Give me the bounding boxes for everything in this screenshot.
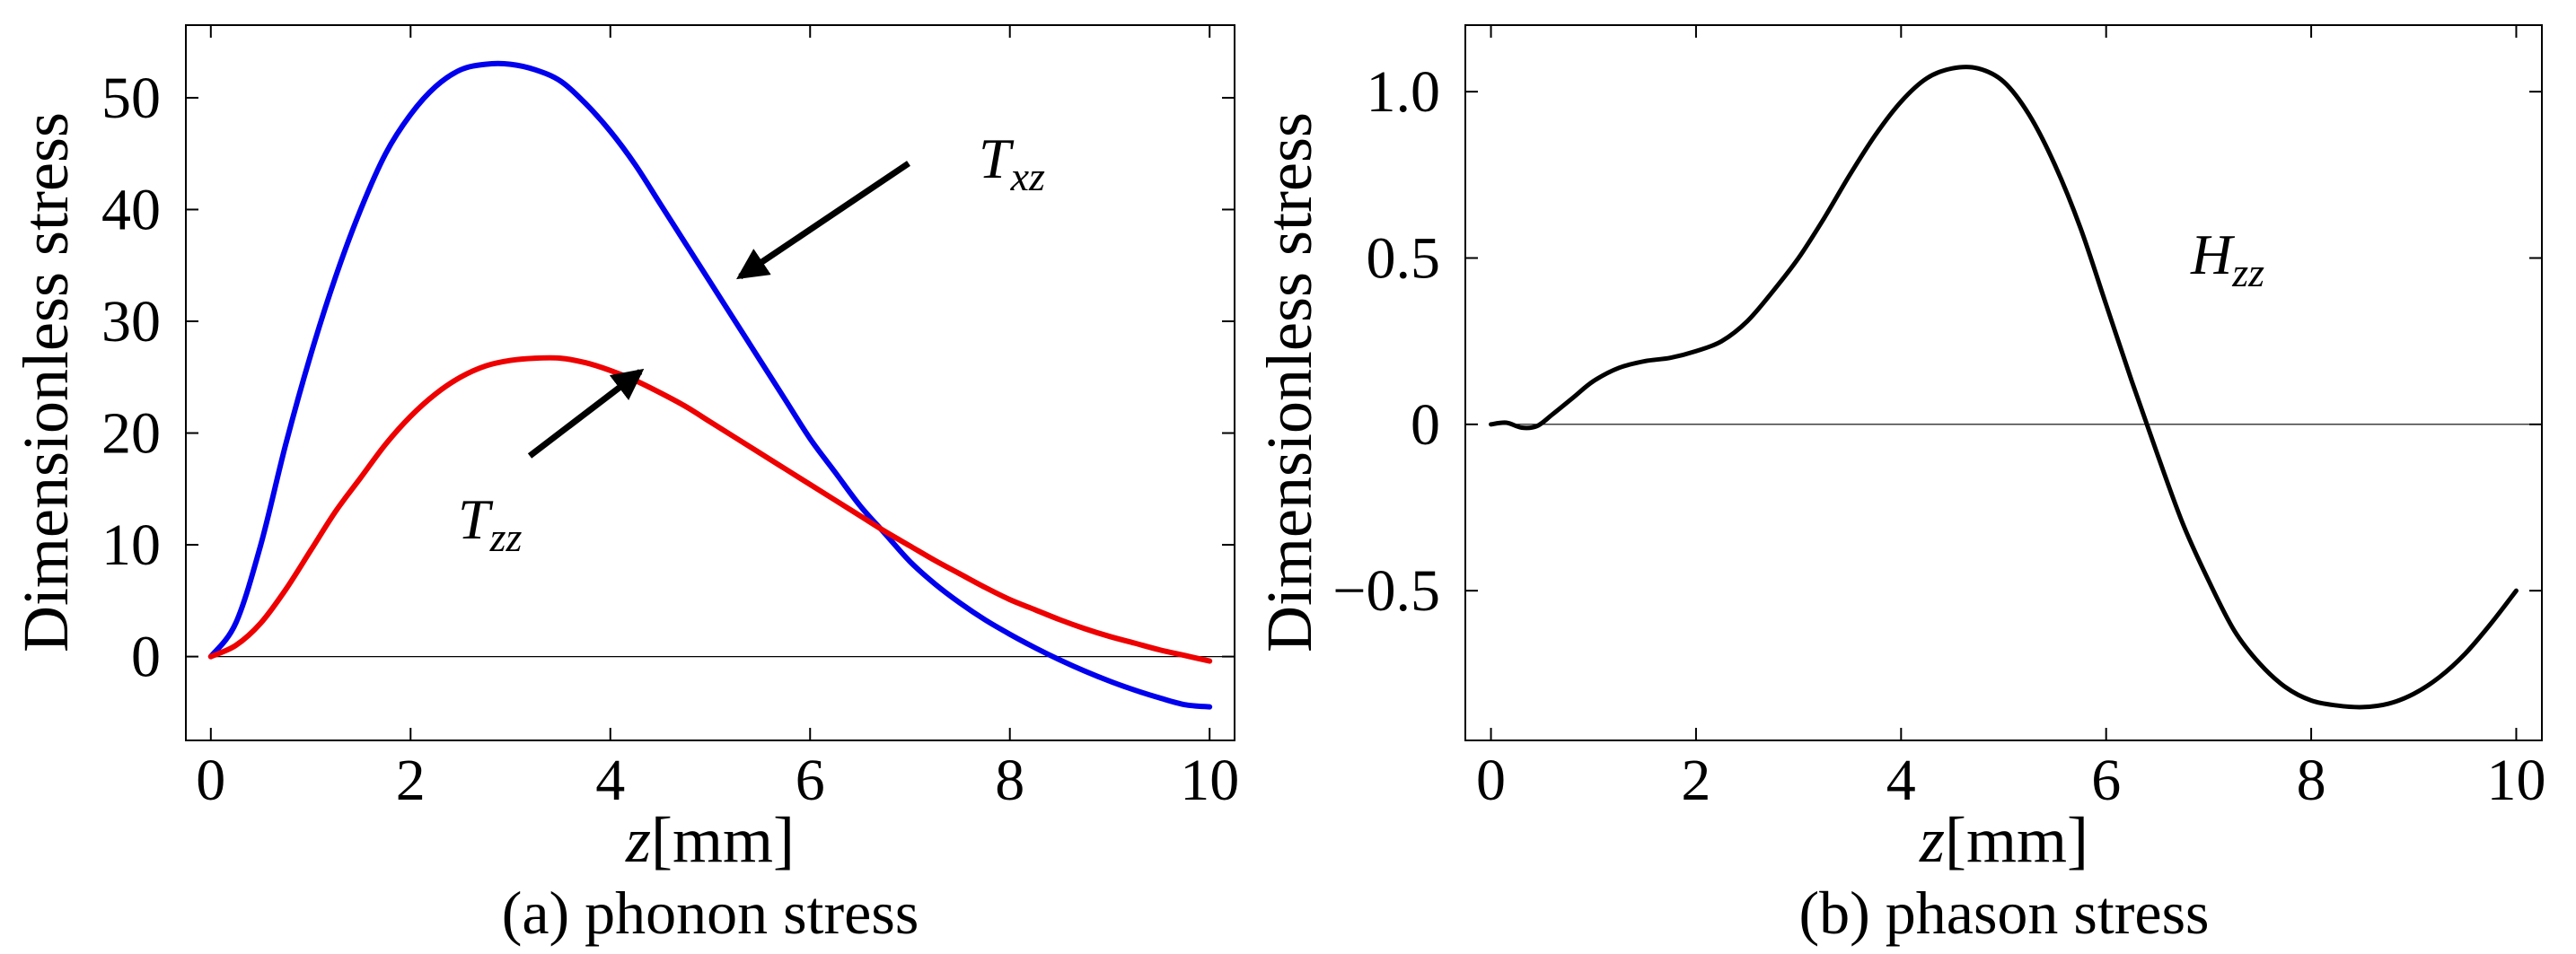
series-line-hzz (1489, 65, 2519, 710)
ticks-a: 0 2 4 6 8 10 0 10 20 30 40 50 (101, 25, 1239, 813)
caption-a: (a) phonon stress (502, 879, 919, 947)
annotation-arrow-tzz (527, 368, 645, 459)
x-tick-label-b-3: 6 (2091, 748, 2121, 813)
x-axis-label-a: z[mm] (625, 804, 795, 876)
x-tick-label-a-2: 4 (595, 748, 625, 813)
phason-stress-panel: 0 2 4 6 8 10 −0.5 0 0.5 1.0 Hzz Dimensionless str… (1253, 24, 2545, 947)
annotation-label-hzz: Hzz (2190, 223, 2264, 295)
x-tick-label-a-1: 2 (396, 748, 426, 813)
y-tick-label-a-1: 10 (101, 512, 161, 578)
x-tick-label-b-1: 2 (1681, 748, 1710, 813)
x-tick-label-a-4: 8 (995, 748, 1024, 813)
y-tick-label-a-2: 20 (101, 401, 161, 467)
x-tick-label-b-5: 10 (2486, 748, 2545, 813)
y-tick-label-b-3: 1.0 (1367, 59, 1441, 125)
annotations-b: Hzz (2190, 223, 2264, 295)
y-axis-label-a: Dimensionless stress (10, 112, 82, 652)
annotation-label-tzz: Tzz (458, 487, 522, 560)
x-tick-label-a-5: 10 (1180, 748, 1239, 813)
caption-b: (b) phason stress (1798, 879, 2209, 947)
y-tick-label-a-4: 40 (101, 177, 161, 242)
y-tick-label-b-0: −0.5 (1332, 558, 1440, 624)
x-tick-label-b-4: 8 (2297, 748, 2326, 813)
y-tick-label-a-0: 0 (131, 625, 161, 690)
x-tick-label-a-3: 6 (796, 748, 825, 813)
y-tick-label-a-5: 50 (101, 66, 161, 131)
x-tick-label-b-2: 4 (1886, 748, 1916, 813)
y-tick-label-b-1: 0 (1411, 392, 1440, 458)
y-axis-label-b: Dimensionless stress (1253, 112, 1325, 652)
x-tick-label-b-0: 0 (1476, 748, 1506, 813)
series-b (1489, 65, 2519, 710)
annotation-arrow-txz (736, 161, 910, 280)
series-line-txz (207, 60, 1213, 710)
y-tick-label-b-2: 0.5 (1367, 225, 1441, 291)
plot-frame-b (1464, 24, 2543, 741)
phonon-stress-panel: 0 2 4 6 8 10 0 10 20 30 40 50 Txz Tzz Dimensionless … (10, 24, 1239, 947)
plot-frame-a (185, 24, 1235, 741)
ticks-b: 0 2 4 6 8 10 −0.5 0 0.5 1.0 (1332, 25, 2545, 813)
annotations-a: Txz Tzz (458, 127, 1045, 560)
series-a (207, 60, 1213, 710)
x-axis-label-b: z[mm] (1919, 804, 2088, 876)
y-tick-label-a-3: 30 (101, 289, 161, 354)
annotation-label-txz: Txz (979, 127, 1045, 199)
series-line-tzz (207, 354, 1213, 664)
x-tick-label-a-0: 0 (196, 748, 225, 813)
